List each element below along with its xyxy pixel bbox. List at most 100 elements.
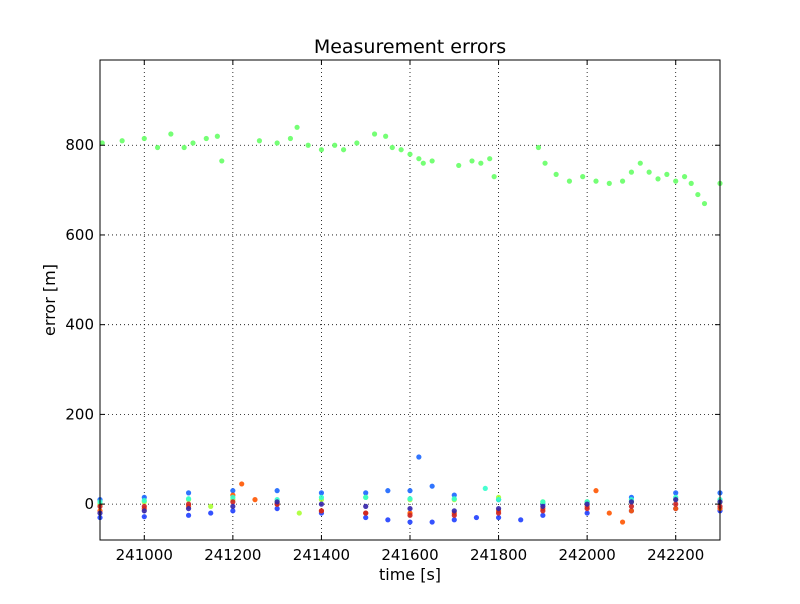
data-point [628,503,635,509]
data-point [487,156,493,162]
y-axis-label: error [m] [40,264,59,336]
data-point [389,144,395,151]
data-point [416,454,422,460]
data-point [363,490,369,496]
data-point [363,514,369,521]
data-point [407,496,413,502]
data-point [688,180,694,186]
series-6 [97,499,723,518]
y-tick-label: 800 [65,136,94,154]
data-point [296,510,302,516]
data-point [219,158,225,164]
chart-title: Measurement errors [314,36,506,58]
x-tick-label: 241400 [293,546,350,564]
data-point [540,512,546,518]
data-point [451,517,457,523]
data-point [673,497,679,503]
data-point [340,147,347,153]
data-point [141,514,147,520]
data-point [318,490,325,496]
data-point [407,151,413,157]
data-point [208,510,214,516]
data-point [482,485,488,492]
data-point [230,503,236,509]
data-point [429,519,435,525]
data-point [287,135,294,142]
data-point [252,497,258,503]
data-point [332,142,338,148]
y-tick-label: 0 [84,495,94,513]
data-point [318,494,325,500]
data-point [141,508,147,514]
data-point [637,160,643,166]
data-point [230,508,236,514]
data-point [456,162,462,169]
x-tick-label: 241600 [381,546,438,564]
data-point [593,488,599,494]
data-point [230,499,236,505]
data-point [214,133,220,139]
data-point [168,131,174,137]
data-point [363,503,369,509]
data-point [407,488,413,494]
data-point [478,160,484,166]
data-point [274,488,280,494]
data-point [318,147,325,153]
data-point [398,147,404,153]
data-point [619,178,626,184]
data-point [495,497,502,503]
data-point [429,483,435,489]
data-point [628,508,635,514]
data-point [451,508,457,514]
data-point [407,519,413,525]
data-point [628,499,635,505]
data-point [518,517,524,523]
data-point [451,496,457,502]
x-tick-label: 242200 [647,546,704,564]
data-point [451,492,457,498]
data-point [383,133,389,139]
data-point [185,512,192,518]
x-axis-label: time [s] [379,565,441,584]
data-point [584,510,590,516]
grid-lines [100,60,720,540]
data-point [371,131,378,137]
data-point [673,505,679,512]
data-point [407,512,413,518]
data-point [673,178,679,184]
data-point [628,169,635,175]
axis-ticks: 241000 241200 241400 241600 241800 242000 2422… [65,60,720,564]
data-point [535,144,542,151]
data-point [701,200,708,207]
data-point [606,510,612,516]
data-point [416,156,422,162]
data-point [141,503,147,509]
y-tick-label: 400 [65,316,94,334]
data-point [354,140,360,146]
data-point [469,158,475,164]
data-point [185,501,192,507]
data-point [429,158,435,164]
data-point [230,494,236,500]
data-point [553,171,559,177]
data-point [99,140,105,146]
data-point [274,505,280,512]
x-tick-label: 241200 [204,546,261,564]
data-point [274,140,280,146]
data-point [619,519,626,525]
data-point [363,494,369,500]
data-point [119,138,125,144]
y-tick-label: 200 [65,405,94,423]
data-point [491,174,497,180]
data-point [185,505,192,512]
data-point [363,510,369,516]
data-point [495,510,502,516]
data-point [185,490,192,496]
data-point [593,178,599,184]
data-point [141,497,147,504]
data-point [190,140,196,146]
data-point [141,135,147,142]
data-point [584,501,590,507]
